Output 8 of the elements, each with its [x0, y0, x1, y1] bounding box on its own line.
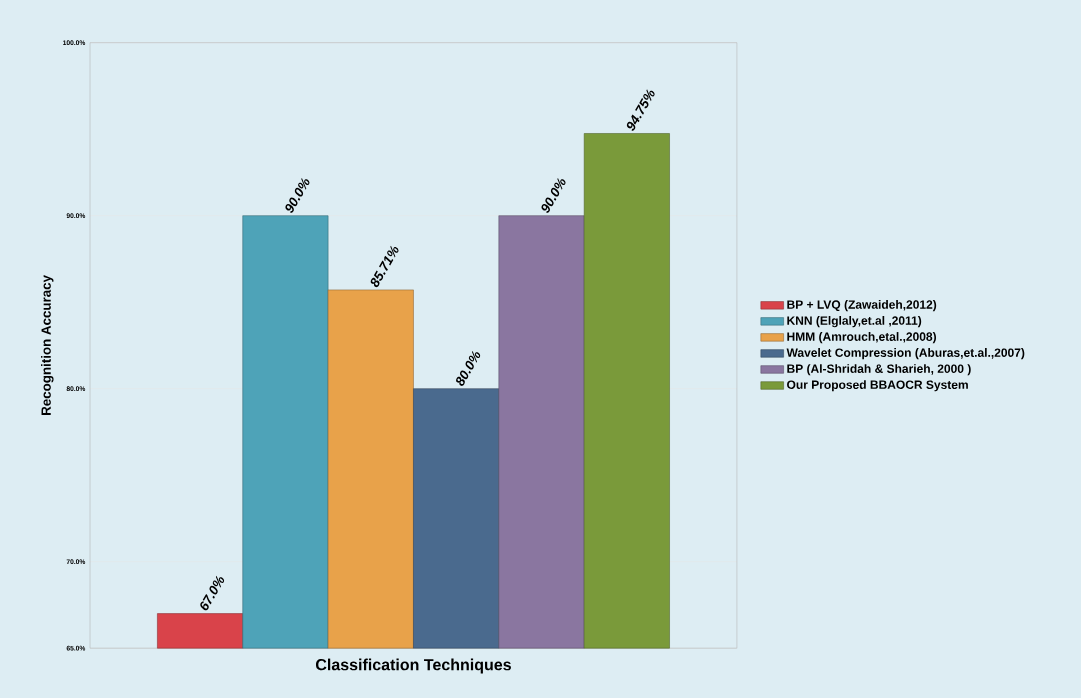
- legend-label: BP + LVQ (Zawaideh,2012): [787, 299, 937, 312]
- legend-label: Our Proposed BBAOCR System: [787, 380, 968, 392]
- legend-label: HMM (Amrouch,etal.,2008): [787, 331, 937, 344]
- legend-label: Wavelet Compression (Aburas,et.al.,2007): [786, 348, 1025, 360]
- x-axis-title: Classification Techniques: [315, 658, 511, 674]
- y-axis-title: Recognition Accuracy: [41, 275, 54, 415]
- legend-label: BP (Al-Shridah & Sharieh, 2000 ): [787, 364, 971, 376]
- legend-label: KNN (Elglaly,et.al ,2011): [787, 315, 922, 328]
